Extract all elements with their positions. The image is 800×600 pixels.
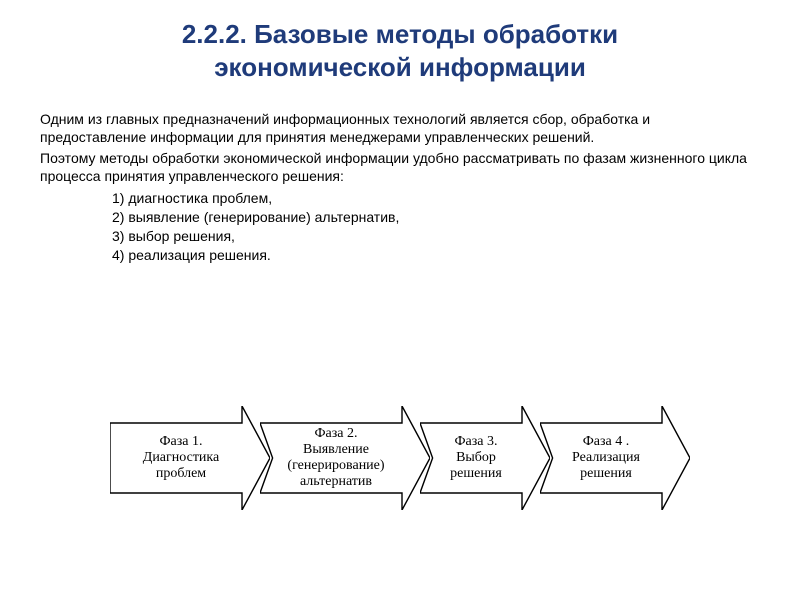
list-item: 3) выбор решения,	[112, 227, 760, 246]
paragraph-2: Поэтому методы обработки экономической и…	[40, 150, 760, 185]
phase-arrow: Фаза 1.Диагностикапроблем	[110, 406, 270, 510]
phase-flow-diagram: Фаза 1.ДиагностикапроблемФаза 2.Выявлени…	[0, 406, 800, 510]
phase-arrow: Фаза 2.Выявление(генерирование)альтернат…	[260, 406, 430, 510]
phase-arrow: Фаза 4 .Реализациярешения	[540, 406, 690, 510]
body-text: Одним из главных предназначений информац…	[40, 111, 760, 265]
title-line-2: экономической информации	[214, 52, 586, 82]
list-item: 1) диагностика проблем,	[112, 189, 760, 208]
phase-arrow: Фаза 3.Выборрешения	[420, 406, 550, 510]
slide-title: 2.2.2. Базовые методы обработки экономич…	[40, 18, 760, 83]
phase-label: Фаза 2.Выявление(генерирование)альтернат…	[260, 426, 430, 490]
arrow-row: Фаза 1.ДиагностикапроблемФаза 2.Выявлени…	[110, 406, 690, 510]
list-item: 2) выявление (генерирование) альтернатив…	[112, 208, 760, 227]
paragraph-1: Одним из главных предназначений информац…	[40, 111, 760, 146]
phase-label: Фаза 4 .Реализациярешения	[540, 434, 690, 482]
numbered-list: 1) диагностика проблем, 2) выявление (ге…	[112, 189, 760, 265]
title-line-1: 2.2.2. Базовые методы обработки	[182, 19, 618, 49]
slide: 2.2.2. Базовые методы обработки экономич…	[0, 0, 800, 600]
list-item: 4) реализация решения.	[112, 246, 760, 265]
phase-label: Фаза 1.Диагностикапроблем	[110, 434, 270, 482]
phase-label: Фаза 3.Выборрешения	[420, 434, 550, 482]
